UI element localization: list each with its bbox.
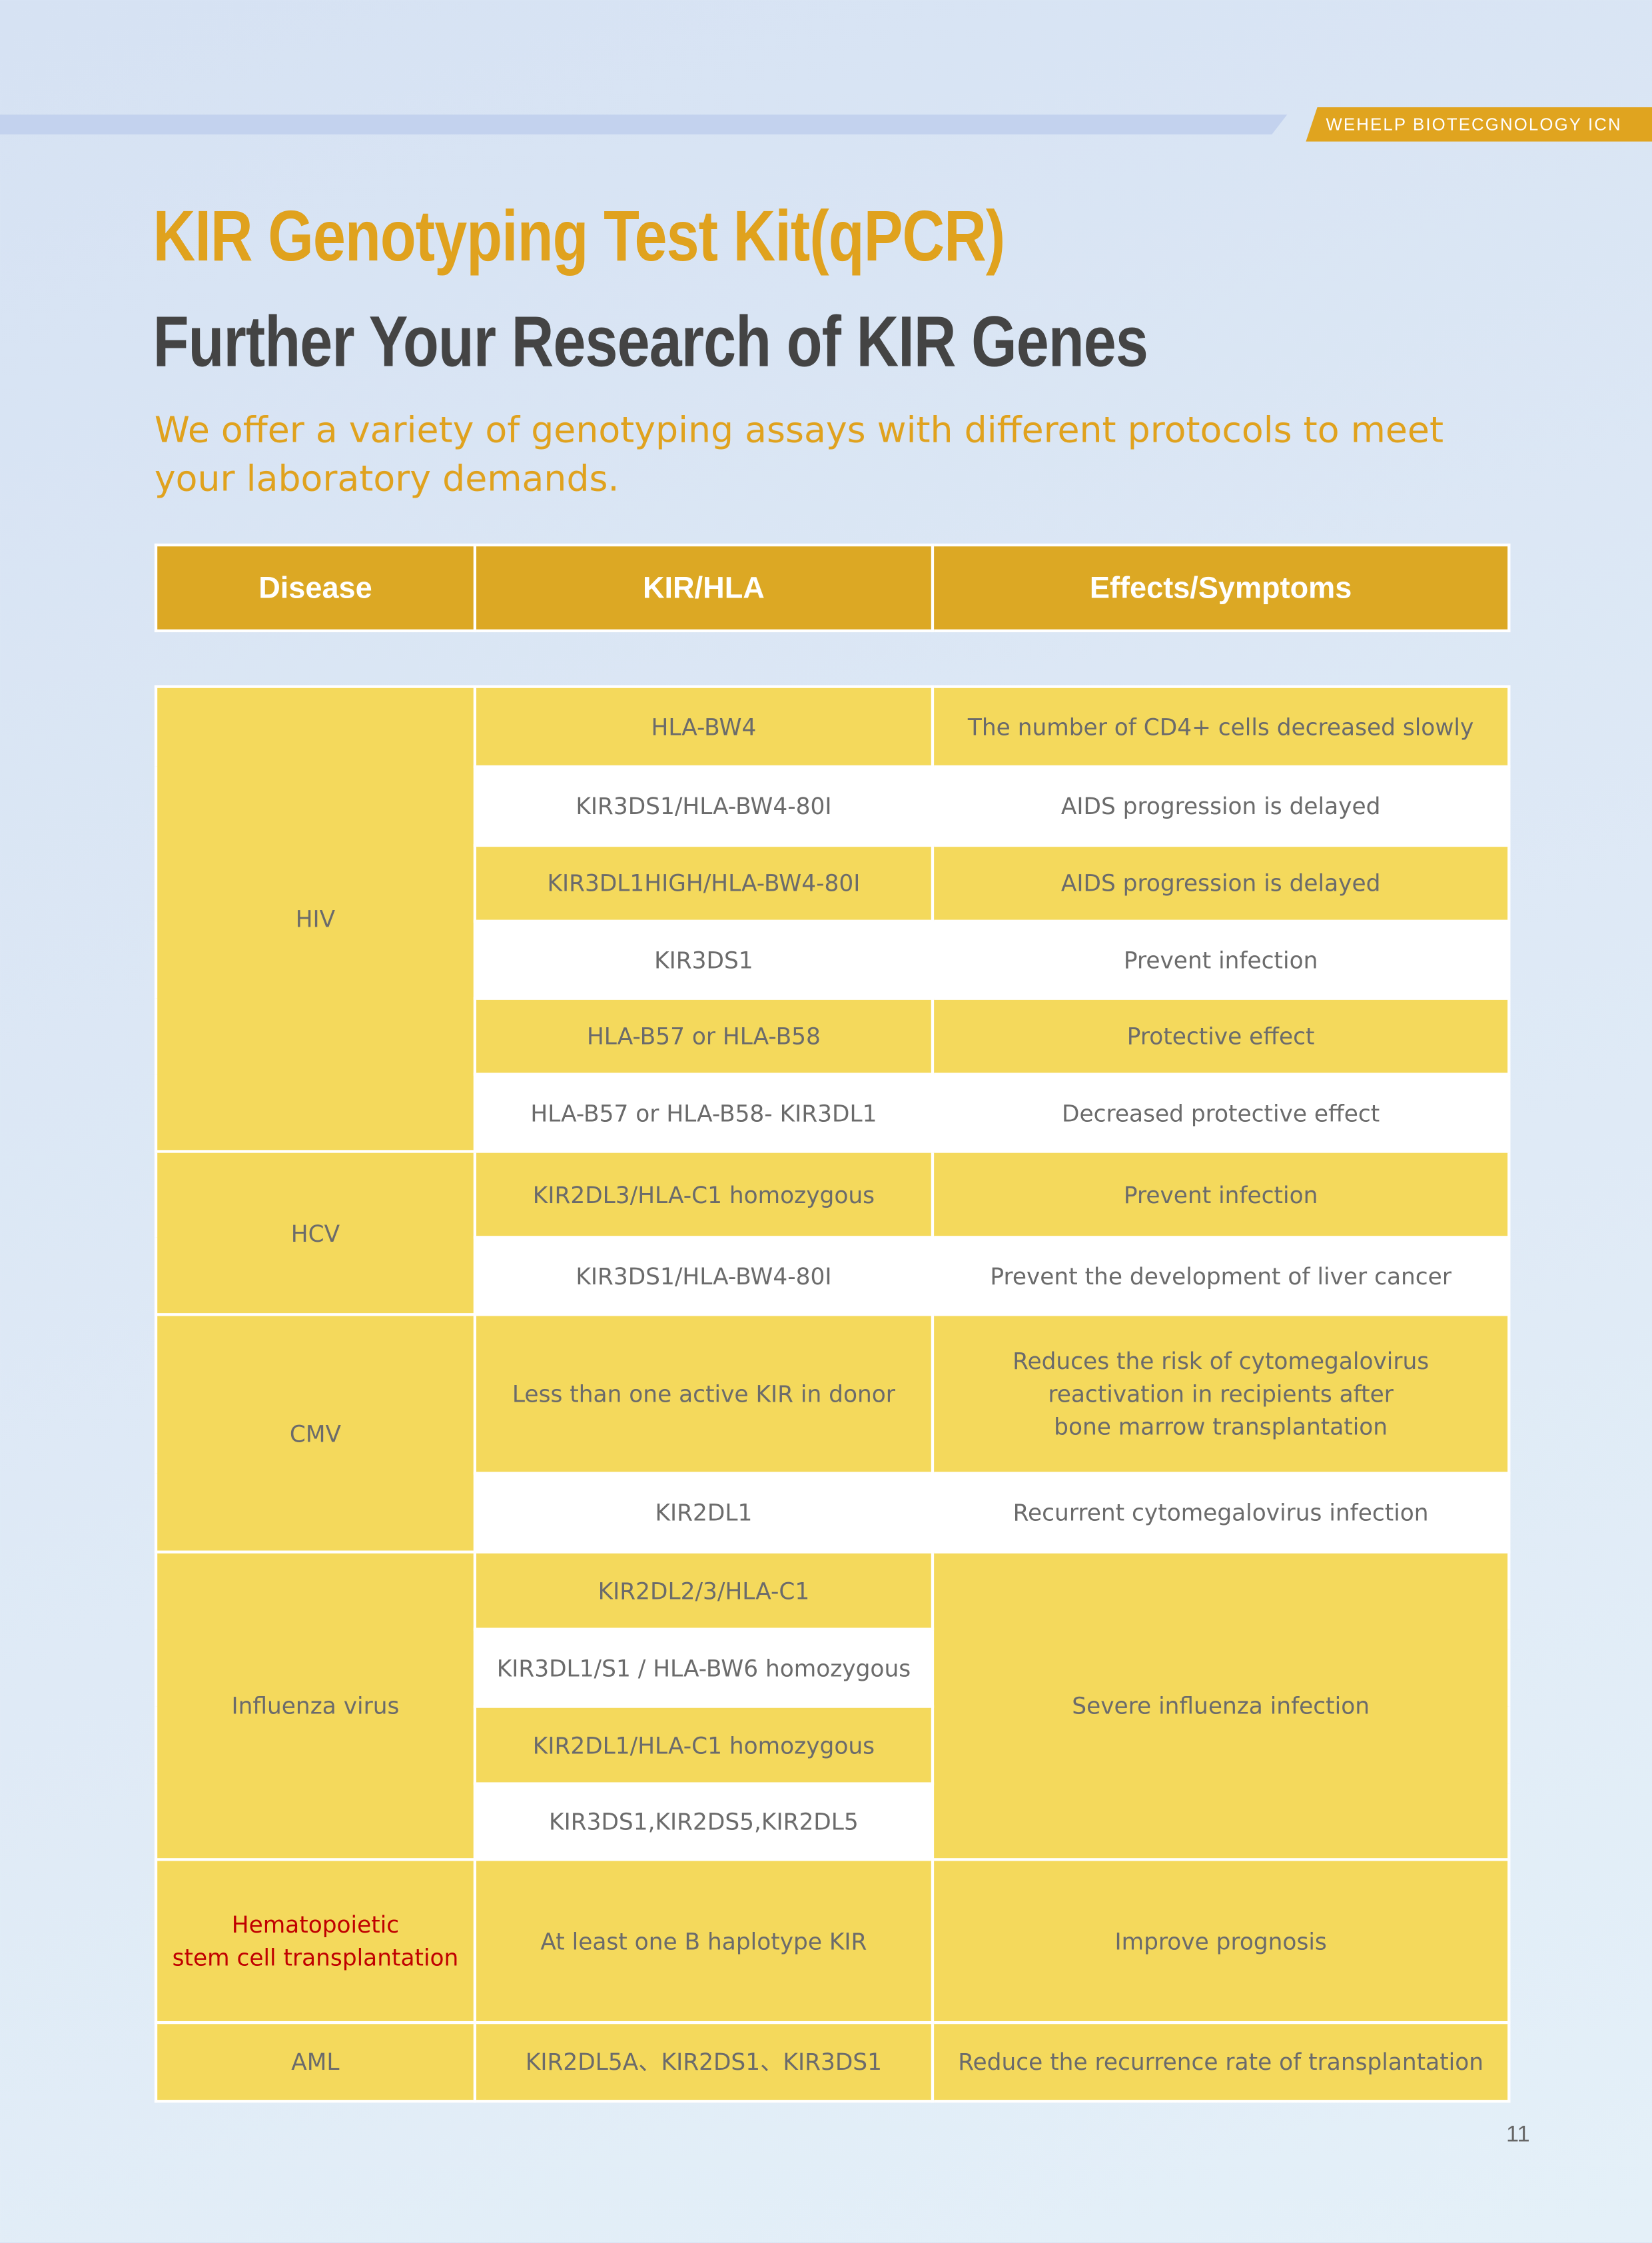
header-row: Disease KIR/HLA Effects/Symptoms [154,543,1511,633]
table-row: CMV Less than one active KIR in donor Redu… [154,1313,1511,1554]
table-row: KIR2DL1/HLA-C1 homozygous [156,1705,1509,1785]
effect-cell: Severe influenza infection [931,1550,1511,1861]
title: KIR Genotyping Test Kit(qPCR) [153,196,1006,276]
subtitle: Further Your Research of KIR Genes [153,302,1148,382]
kir-cell: KIR3DS1/HLA-BW4-80I [473,1236,935,1316]
kir-cell: KIR2DL2/3/HLA-C1 [473,1550,935,1631]
table-row: KIR3DS1 Prevent infection [156,919,1511,1000]
disease-cell: Hematopoietic stem cell transplantation [154,1858,477,2024]
table-row: HLA-B57 or HLA-B58 Protective effect [156,997,1511,1076]
effect-cell: Protective effect [931,997,1511,1076]
table-row: KIR3DL1HIGH/HLA-BW4-80I AIDS progression … [156,843,1511,923]
table-header: Disease KIR/HLA Effects/Symptoms [154,543,1511,633]
page-number: 11 [1506,2122,1530,2147]
kir-cell: KIR2DL5A、KIR2DS1、KIR3DS1 [473,2020,935,2103]
kir-cell: KIR3DL1/S1 / HLA-BW6 homozygous [473,1627,935,1708]
effect-cell: AIDS progression is delayed [931,843,1511,923]
brand: WEHELP BIOTECGNOLOGY ICN [1306,107,1652,142]
table-row: Influenza virus KIR2DL2/3/HLA-C1 Severe in… [154,1550,1511,1861]
table: HIV HLA-BW4 The number of CD4+ cells decre… [154,685,1511,2103]
effect-cell: Prevent the development of liver cancer [931,1236,1511,1316]
kir-cell: HLA-BW4 [473,685,935,769]
disease-cell: HCV [154,1150,477,1316]
kir-cell: HLA-B57 or HLA-B58 [473,997,935,1076]
table-row: KIR3DS1,KIR2DS5,KIR2DL5 [156,1782,1509,1861]
kir-cell: KIR2DL3/HLA-C1 homozygous [473,1150,935,1239]
table-row: KIR2DL1 Recurrent cytomegalovirus infecti… [156,1472,1511,1554]
kir-cell: KIR2DL1 [473,1472,935,1554]
disease-cell: CMV [154,1313,477,1554]
effect-cell: Prevent infection [931,919,1511,1000]
tagline: We offer a variety of genotyping assays … [154,409,1444,500]
table-row: HCV KIR2DL3/HLA-C1 homozygous Prevent infe… [154,1150,1511,1316]
header-cell: Disease [154,543,477,633]
disease-cell: Influenza virus [154,1550,477,1861]
effect-cell: Decreased protective effect [931,1073,1511,1153]
table-body: HIV HLA-BW4 The number of CD4+ cells decre… [154,685,1511,2103]
header-band [0,114,1288,135]
table-row: KIR3DS1/HLA-BW4-80I AIDS progression is d… [156,765,1511,847]
effect-cell: Prevent infection [931,1150,1511,1239]
header-cell: Effects/Symptoms [931,543,1511,633]
table-row: Hematopoietic stem cell transplantation A… [154,1858,1511,2024]
table-row: HLA-B57 or HLA-B58- KIR3DL1 Decreased pro… [156,1073,1511,1153]
kir-cell: KIR3DS1/HLA-BW4-80I [473,765,935,847]
header-cell: KIR/HLA [473,543,935,633]
effect-cell: AIDS progression is delayed [931,765,1511,847]
effect-cell: Recurrent cytomegalovirus infection [931,1472,1511,1554]
table-row: AML KIR2DL5A、KIR2DS1、KIR3DS1 Reduce the re… [154,2020,1511,2103]
kir-cell: HLA-B57 or HLA-B58- KIR3DL1 [473,1073,935,1153]
table-row: KIR3DL1/S1 / HLA-BW6 homozygous [156,1627,1509,1708]
effect-cell: Reduces the risk of cytomegalovirus reac… [931,1313,1511,1475]
kir-cell: At least one B haplotype KIR [473,1858,935,2024]
kir-cell: KIR2DL1/HLA-C1 homozygous [473,1705,935,1785]
disease-cell: AML [154,2020,477,2103]
effect-cell: Reduce the recurrence rate of transplant… [931,2020,1511,2103]
disease-cell: HIV [154,685,477,1153]
table-row: HIV HLA-BW4 The number of CD4+ cells decre… [154,685,1511,1153]
kir-cell: KIR3DL1HIGH/HLA-BW4-80I [473,843,935,923]
effect-cell: Improve prognosis [931,1858,1511,2024]
kir-cell: Less than one active KIR in donor [473,1313,935,1475]
effect-cell: The number of CD4+ cells decreased slowl… [931,685,1511,769]
kir-cell: KIR3DS1 [473,919,935,1000]
table-row: KIR3DS1/HLA-BW4-80I Prevent the developme… [156,1236,1511,1316]
kir-cell: KIR3DS1,KIR2DS5,KIR2DL5 [473,1782,935,1861]
